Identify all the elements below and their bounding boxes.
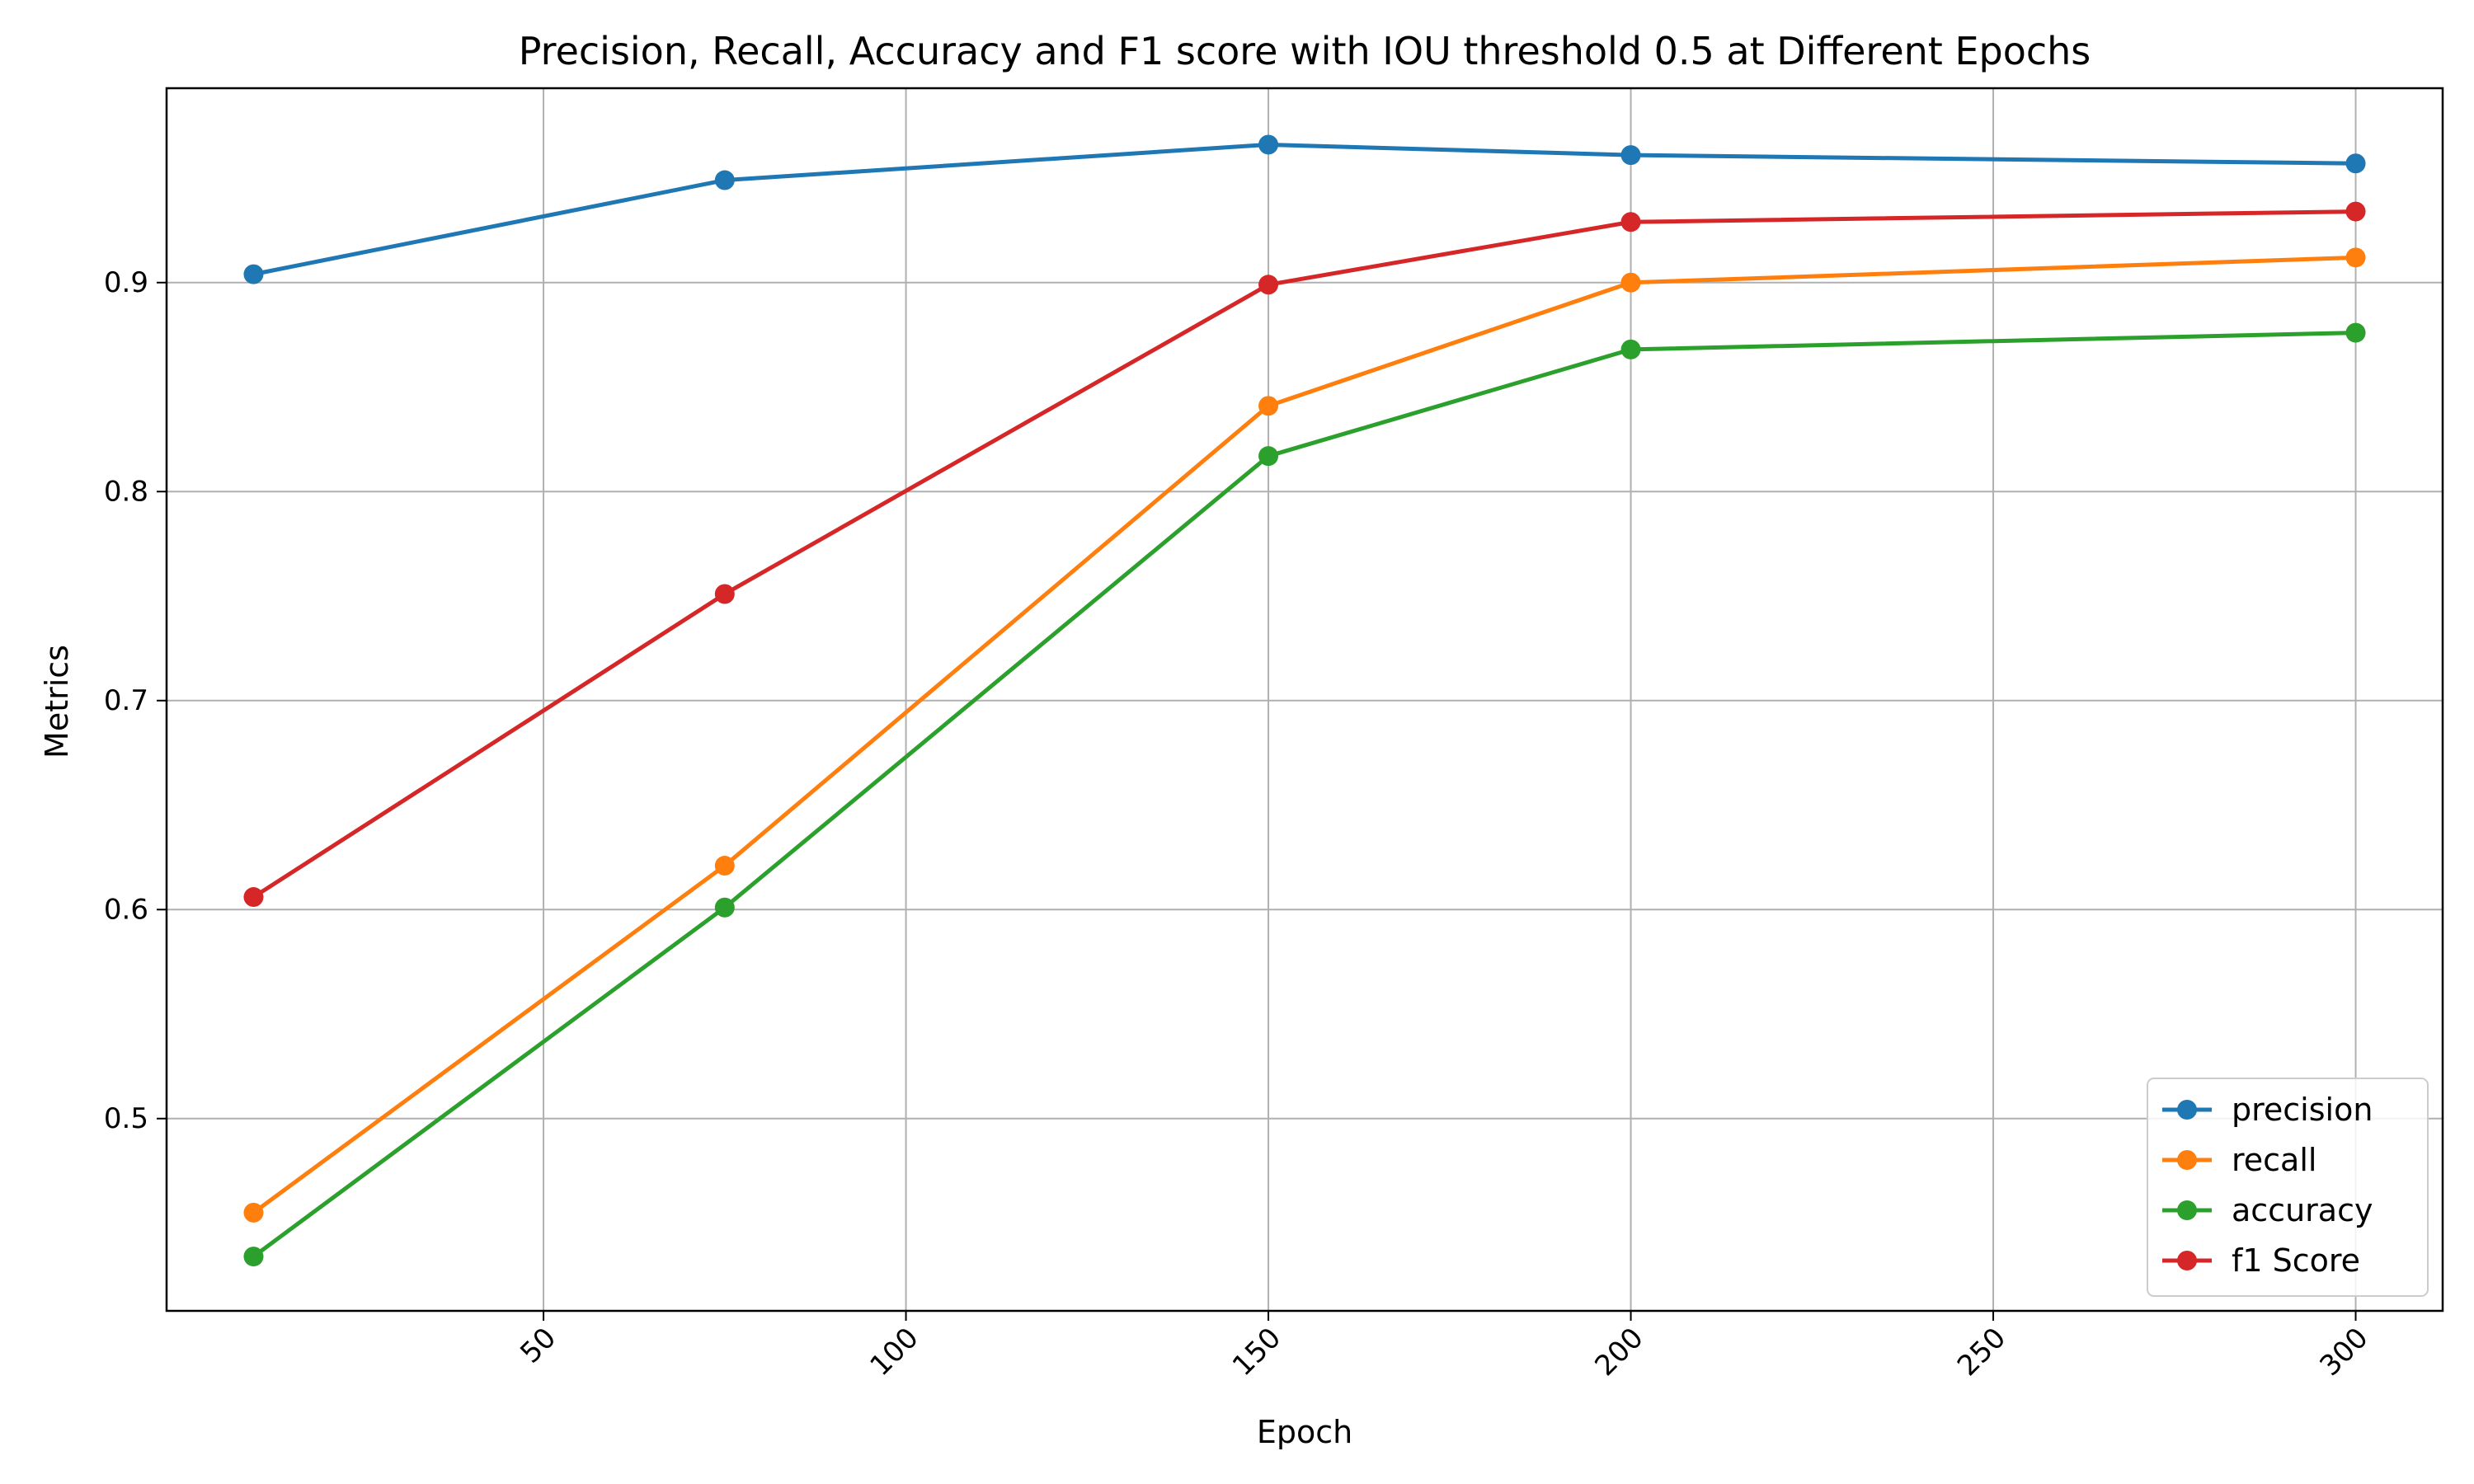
legend-item: accuracy	[2162, 1192, 2373, 1228]
series-recall	[243, 247, 2366, 1223]
plot-frame	[165, 87, 2444, 1313]
legend-marker	[2177, 1200, 2197, 1220]
data-point	[714, 584, 735, 604]
data-point	[1258, 396, 1279, 416]
legend-marker	[2177, 1100, 2197, 1120]
legend-label: precision	[2232, 1092, 2373, 1128]
legend-label: f1 Score	[2232, 1242, 2360, 1279]
data-point	[1620, 145, 1641, 166]
y-axis-label: Metrics	[39, 645, 75, 758]
data-point	[243, 887, 264, 908]
data-point	[714, 170, 735, 190]
x-tick-label: 200	[1588, 1322, 1649, 1383]
chart-title: Precision, Recall, Accuracy and F1 score…	[519, 29, 2091, 73]
grid	[167, 88, 2443, 1311]
data-point	[243, 1202, 264, 1223]
legend: precision recall accuracy f1 Score	[2147, 1078, 2429, 1297]
data-point	[714, 897, 735, 918]
legend-item: f1 Score	[2162, 1242, 2360, 1279]
y-axis: 0.5 0.6 0.7 0.8 0.9	[104, 266, 167, 1135]
series-line	[252, 209, 2356, 899]
data-point	[2345, 153, 2366, 174]
data-point	[1258, 446, 1279, 467]
legend-label: accuracy	[2232, 1192, 2373, 1228]
legend-item: precision	[2162, 1092, 2373, 1128]
data-point	[1620, 339, 1641, 359]
x-tick-label: 100	[863, 1322, 924, 1383]
legend-label: recall	[2232, 1142, 2316, 1178]
x-tick-label: 300	[2313, 1322, 2374, 1383]
data-point	[2345, 247, 2366, 268]
y-tick-label: 0.5	[104, 1102, 148, 1135]
x-axis-label: Epoch	[1257, 1414, 1352, 1450]
data-point	[1258, 134, 1279, 155]
y-tick-label: 0.7	[104, 684, 148, 717]
y-tick-label: 0.6	[104, 893, 148, 926]
x-axis: 50 100 150 200 250 300	[514, 1311, 2375, 1383]
data-point	[1258, 275, 1279, 295]
x-tick-label: 150	[1226, 1322, 1287, 1383]
data-point	[714, 856, 735, 876]
data-point	[1620, 212, 1641, 232]
x-tick-label: 250	[1951, 1322, 2012, 1383]
y-tick-label: 0.8	[104, 475, 148, 508]
series-layer	[243, 134, 2366, 1267]
series-line	[252, 142, 2356, 277]
data-point	[243, 264, 264, 284]
legend-box	[2147, 1078, 2429, 1297]
data-point	[2345, 322, 2366, 343]
legend-marker	[2177, 1251, 2197, 1270]
legend-item: recall	[2162, 1142, 2316, 1178]
data-point	[2345, 201, 2366, 222]
series-f1-score	[243, 201, 2366, 908]
data-point	[243, 1247, 264, 1267]
data-point	[1620, 272, 1641, 293]
series-line	[252, 255, 2356, 1214]
x-tick-label: 50	[514, 1322, 562, 1370]
series-precision	[243, 134, 2366, 284]
y-tick-label: 0.9	[104, 266, 148, 299]
legend-marker	[2177, 1150, 2197, 1170]
series-accuracy	[243, 322, 2366, 1267]
